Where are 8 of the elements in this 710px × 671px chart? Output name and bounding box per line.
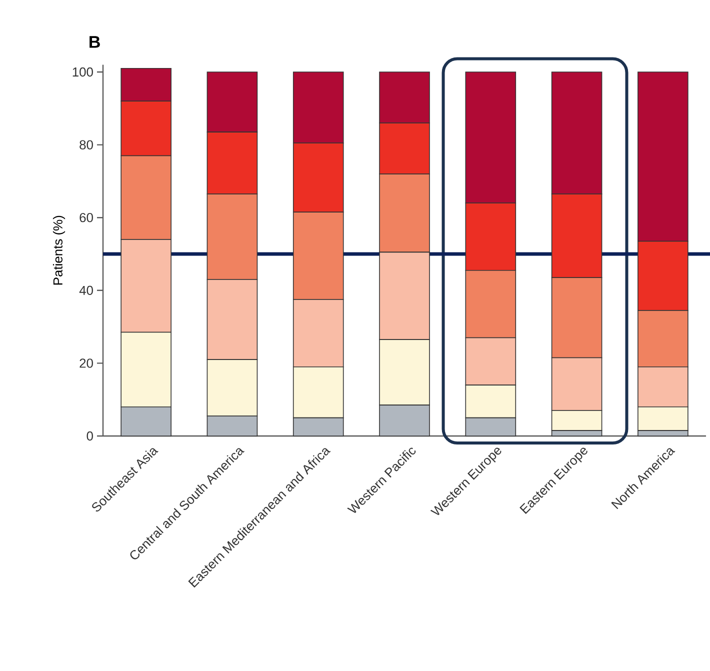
y-tick-label: 0 <box>86 431 93 441</box>
y-tick-label: 20 <box>80 358 93 368</box>
y-tick-label: 60 <box>80 213 93 222</box>
y-axis-title: Patients (%) <box>52 216 66 285</box>
y-tick-label: 100 <box>72 67 93 77</box>
y-tick-label: 80 <box>80 140 93 150</box>
y-tick-label: 40 <box>79 286 93 295</box>
chart-title: B <box>90 36 100 48</box>
